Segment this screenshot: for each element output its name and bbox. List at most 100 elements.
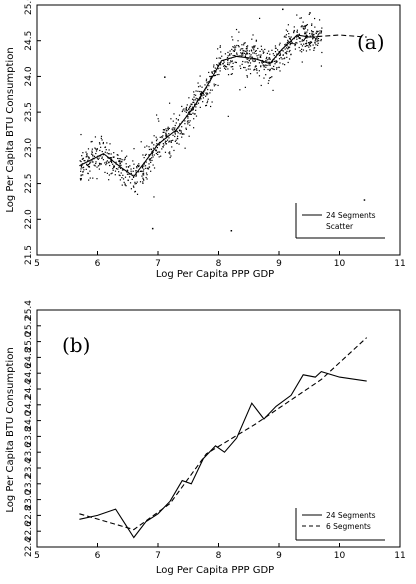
- scatter-point: [296, 14, 298, 16]
- scatter-point: [89, 162, 91, 164]
- scatter-point: [96, 178, 98, 180]
- scatter-point: [214, 74, 217, 77]
- scatter-point: [316, 37, 318, 39]
- scatter-point: [289, 44, 291, 46]
- scatter-point: [286, 30, 289, 32]
- scatter-point: [219, 46, 221, 48]
- scatter-point: [185, 109, 188, 111]
- scatter-point: [244, 42, 246, 44]
- scatter-point: [243, 44, 245, 46]
- scatter-point: [310, 30, 313, 32]
- scatter-point: [309, 32, 311, 35]
- scatter-point: [276, 49, 279, 51]
- scatter-point: [229, 62, 231, 64]
- scatter-point: [127, 170, 129, 172]
- scatter-point: [278, 44, 281, 46]
- scatter-point: [170, 155, 172, 157]
- scatter-point: [308, 43, 310, 45]
- scatter-point: [153, 196, 155, 198]
- scatter-point: [95, 162, 97, 165]
- scatter-point: [286, 56, 288, 58]
- series-line-24-segments: [79, 34, 310, 178]
- scatter-point: [155, 149, 157, 151]
- scatter-point: [106, 142, 108, 144]
- scatter-point: [210, 77, 212, 79]
- scatter-point: [184, 123, 186, 125]
- scatter-point: [88, 179, 90, 181]
- scatter-point: [104, 162, 106, 164]
- scatter-point: [204, 84, 206, 86]
- scatter-point: [99, 149, 101, 152]
- scatter-point: [138, 165, 140, 167]
- scatter-point: [312, 31, 314, 33]
- scatter-point: [201, 86, 203, 88]
- scatter-point: [113, 165, 115, 167]
- scatter-point: [293, 26, 295, 28]
- scatter-point: [258, 75, 261, 77]
- scatter-point: [309, 49, 311, 51]
- scatter-point: [151, 153, 153, 155]
- scatter-point: [137, 164, 139, 167]
- x-tick-label: 11: [394, 551, 405, 561]
- scatter-point: [189, 105, 191, 107]
- scatter-point: [156, 147, 159, 149]
- series-lines-a: [79, 34, 367, 178]
- scatter-point: [257, 57, 259, 59]
- scatter-point: [145, 172, 148, 174]
- scatter-point: [195, 90, 197, 92]
- legend-entry-6-segments-b: 6 Segments: [326, 522, 371, 531]
- scatter-point: [195, 97, 197, 99]
- scatter-point: [145, 167, 147, 169]
- scatter-point: [192, 101, 194, 104]
- scatter-point: [106, 162, 108, 164]
- scatter-point: [254, 45, 256, 47]
- scatter-point: [116, 154, 118, 156]
- scatter-point: [256, 72, 258, 74]
- scatter-point: [132, 170, 134, 172]
- scatter-point: [110, 153, 112, 155]
- scatter-point: [288, 46, 291, 48]
- scatter-point: [263, 66, 265, 68]
- scatter-point: [230, 60, 232, 62]
- scatter-point: [153, 144, 155, 146]
- scatter-point: [260, 65, 262, 67]
- scatter-point: [187, 120, 189, 122]
- scatter-point: [148, 158, 150, 160]
- scatter-point: [305, 36, 308, 38]
- scatter-point: [144, 165, 147, 167]
- scatter-point: [92, 177, 94, 179]
- scatter-point: [151, 141, 153, 143]
- scatter-point: [296, 38, 298, 40]
- y-tick-label: 23.0: [24, 489, 34, 509]
- scatter-point: [243, 66, 245, 69]
- scatter-point: [230, 61, 232, 63]
- scatter-point: [104, 171, 106, 174]
- scatter-point: [151, 142, 153, 144]
- scatter-point: [125, 185, 127, 187]
- scatter-point: [315, 44, 317, 46]
- scatter-point: [278, 66, 280, 68]
- scatter-point: [242, 54, 244, 56]
- scatter-point: [200, 92, 202, 95]
- scatter-point: [188, 106, 191, 109]
- scatter-point: [190, 113, 192, 115]
- scatter-point: [313, 34, 315, 36]
- scatter-outlier: [363, 199, 366, 201]
- scatter-point: [126, 155, 128, 157]
- scatter-point: [140, 141, 142, 143]
- scatter-point: [164, 142, 166, 144]
- scatter-point: [289, 49, 291, 52]
- scatter-point: [106, 172, 108, 174]
- scatter-point: [293, 30, 295, 32]
- scatter-point: [130, 172, 132, 174]
- scatter-point: [118, 171, 120, 173]
- scatter-point: [148, 154, 150, 156]
- scatter-point: [233, 46, 235, 49]
- scatter-point: [149, 158, 151, 160]
- scatter-point: [220, 64, 222, 66]
- scatter-point: [113, 156, 115, 158]
- scatter-point: [186, 121, 189, 123]
- scatter-point: [319, 32, 321, 34]
- scatter-point: [174, 135, 176, 138]
- scatter-point: [156, 138, 158, 140]
